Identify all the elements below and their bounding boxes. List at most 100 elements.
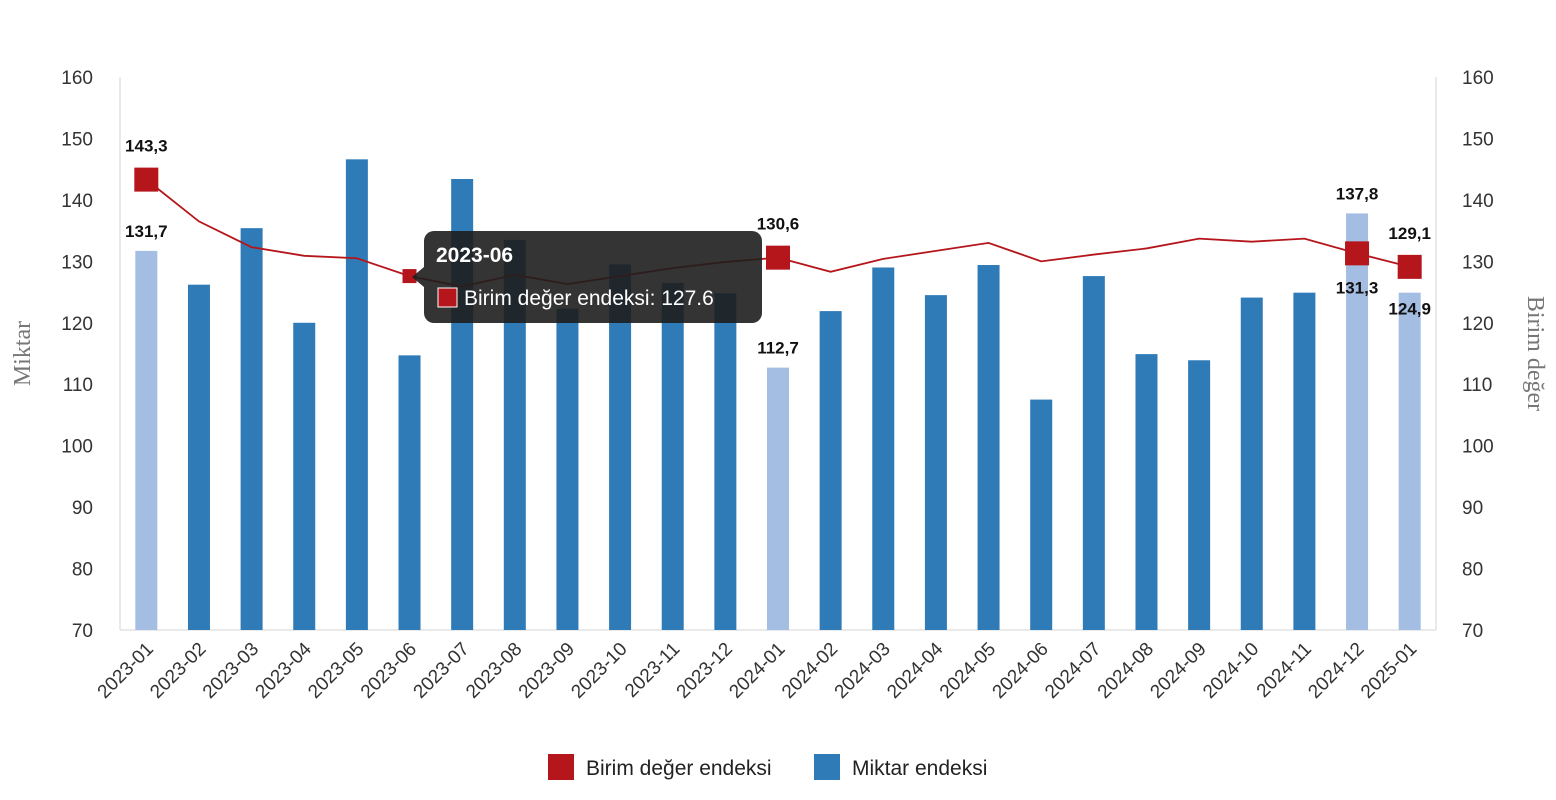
- marker-birim-deger-2024-01[interactable]: [766, 245, 790, 270]
- data-label-birim-2025-01: 129,1: [1388, 224, 1431, 243]
- legend[interactable]: Birim değer endeksi Miktar endeksi: [548, 754, 987, 780]
- x-tick-label: 2024-10: [1199, 639, 1263, 703]
- bar-miktar-2023-01[interactable]: [135, 250, 158, 631]
- marker-birim-deger-2024-12[interactable]: [1345, 241, 1370, 266]
- y-tick-left-label: 90: [72, 498, 93, 519]
- x-tick-label: 2023-10: [567, 639, 631, 703]
- bar-miktar-2023-06[interactable]: [398, 355, 421, 630]
- legend-item-miktar[interactable]: Miktar endeksi: [814, 754, 987, 780]
- bar-miktar-2023-04[interactable]: [293, 322, 316, 630]
- legend-item-birim-deger[interactable]: Birim değer endeksi: [548, 754, 772, 780]
- y-tick-left-label: 100: [61, 437, 93, 458]
- bar-miktar-2024-05[interactable]: [977, 265, 1000, 630]
- x-tick-label: 2024-03: [831, 639, 895, 703]
- y-axis-left-title: Miktar: [10, 321, 36, 386]
- bar-miktar-2024-02[interactable]: [819, 311, 842, 630]
- y-tick-right-label: 70: [1462, 621, 1483, 642]
- x-tick-label: 2024-01: [725, 639, 789, 703]
- y-tick-right-label: 100: [1462, 437, 1494, 458]
- bar-miktar-2024-07[interactable]: [1082, 276, 1105, 630]
- bar-miktar-2023-09[interactable]: [556, 308, 579, 630]
- y-tick-right-label: 90: [1462, 498, 1483, 519]
- x-tick-label: 2024-11: [1253, 639, 1316, 702]
- x-tick-label: 2024-05: [936, 639, 1000, 703]
- x-tick-label: 2025-01: [1357, 639, 1421, 703]
- bar-miktar-2024-08[interactable]: [1135, 354, 1158, 630]
- bar-miktar-2024-09[interactable]: [1188, 360, 1211, 630]
- y-tick-right-label: 110: [1462, 375, 1492, 396]
- y-tick-left-label: 120: [61, 314, 93, 335]
- bar-miktar-2024-12[interactable]: [1346, 213, 1369, 630]
- x-tick-label: 2023-04: [252, 638, 316, 702]
- x-tick-label: 2023-07: [410, 639, 474, 703]
- y-tick-right-label: 80: [1462, 560, 1483, 581]
- y-tick-right-label: 160: [1462, 68, 1494, 89]
- legend-label: Miktar endeksi: [852, 757, 987, 780]
- x-tick-label: 2023-06: [357, 639, 421, 703]
- marker-birim-deger-2025-01[interactable]: [1397, 254, 1422, 279]
- data-label-birim-2024-12: 131,3: [1336, 278, 1379, 297]
- x-tick-label: 2023-02: [146, 639, 210, 703]
- x-tick-label: 2023-01: [94, 639, 158, 703]
- data-label-birim-2023-01: 143,3: [125, 137, 168, 156]
- bar-miktar-2024-04[interactable]: [924, 295, 947, 630]
- bar-miktar-2023-11[interactable]: [661, 282, 684, 630]
- tooltip: 2023-06 Birim değer endeksi: 127.6: [412, 231, 762, 323]
- data-label-miktar-2024-01: 112,7: [757, 339, 799, 358]
- data-labels: 143,3 130,6 131,3 129,1 131,7 112,7 137,8 124,9: [125, 137, 1431, 358]
- legend-swatch: [548, 754, 574, 780]
- bar-miktar-2023-02[interactable]: [187, 284, 210, 630]
- y-tick-left-label: 140: [61, 191, 93, 212]
- y-tick-left-label: 70: [72, 621, 93, 642]
- y-tick-right-label: 120: [1462, 314, 1494, 335]
- x-tick-label: 2023-12: [673, 639, 737, 703]
- x-tick-label: 2023-08: [462, 639, 526, 703]
- bar-miktar-2023-05[interactable]: [345, 159, 368, 630]
- data-label-miktar-2025-01: 124,9: [1388, 300, 1431, 319]
- y-tick-right-label: 130: [1462, 252, 1494, 273]
- y-tick-left-label: 160: [61, 68, 93, 89]
- marker-hover-2023-06[interactable]: [402, 269, 417, 284]
- x-tick-label: 2023-11: [621, 639, 684, 702]
- bar-series-miktar[interactable]: [135, 159, 1421, 631]
- tooltip-arrow: [412, 267, 424, 287]
- bar-miktar-2024-03[interactable]: [872, 267, 895, 630]
- y-tick-right-label: 140: [1462, 191, 1494, 212]
- tooltip-title: 2023-06: [436, 244, 513, 267]
- bar-miktar-2024-01[interactable]: [767, 367, 789, 630]
- marker-birim-deger-2023-01[interactable]: [134, 167, 159, 192]
- bar-miktar-2024-06[interactable]: [1030, 399, 1053, 630]
- data-label-miktar-2024-12: 137,8: [1336, 184, 1379, 203]
- y-tick-left-label: 150: [61, 129, 93, 150]
- x-tick-label: 2024-04: [883, 638, 947, 702]
- y-tick-left-label: 80: [72, 560, 93, 581]
- x-tick-label: 2023-03: [199, 639, 263, 703]
- x-tick-label: 2023-09: [515, 639, 579, 703]
- bar-miktar-2024-11[interactable]: [1293, 292, 1316, 630]
- bar-miktar-2024-10[interactable]: [1240, 297, 1263, 630]
- data-label-birim-2024-01: 130,6: [757, 215, 800, 234]
- bar-miktar-2023-10[interactable]: [609, 264, 632, 630]
- y-tick-left-label: 130: [61, 252, 93, 273]
- x-tick-label: 2024-06: [989, 639, 1053, 703]
- x-tick-label: 2024-12: [1304, 639, 1368, 703]
- line-series-birim-deger[interactable]: [134, 167, 1422, 288]
- x-tick-label: 2024-07: [1041, 639, 1105, 703]
- tooltip-value: Birim değer endeksi: 127.6: [464, 287, 714, 310]
- x-tick-label: 2023-05: [304, 639, 368, 703]
- bar-miktar-2023-08[interactable]: [503, 239, 526, 631]
- bar-miktar-2023-03[interactable]: [240, 228, 263, 631]
- bar-miktar-2023-12[interactable]: [714, 293, 737, 630]
- x-tick-label: 2024-09: [1146, 639, 1210, 703]
- y-tick-right-label: 150: [1462, 129, 1494, 150]
- legend-swatch: [814, 754, 840, 780]
- data-label-miktar-2023-01: 131,7: [125, 222, 168, 241]
- legend-label: Birim değer endeksi: [586, 757, 772, 780]
- x-tick-label: 2024-08: [1094, 639, 1158, 703]
- tooltip-swatch: [437, 287, 458, 308]
- bar-miktar-2025-01[interactable]: [1398, 292, 1421, 630]
- x-tick-label: 2024-02: [778, 639, 842, 703]
- y-tick-left-label: 110: [63, 375, 93, 396]
- y-axis-right-title: Birim değer: [1522, 296, 1548, 411]
